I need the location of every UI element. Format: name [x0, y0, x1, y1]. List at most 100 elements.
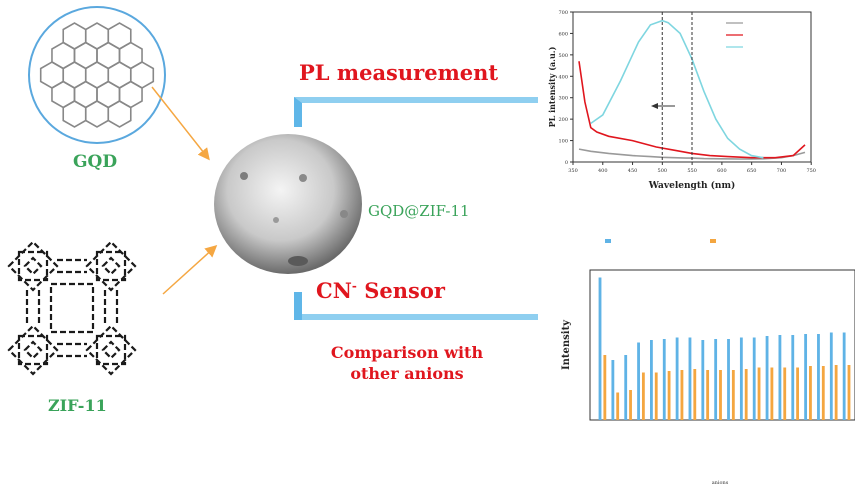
pl-ytick-label: 600	[558, 31, 568, 37]
bar-series-2	[693, 369, 697, 420]
anion-bar-chart: Intensity anions	[561, 239, 855, 486]
composite-label: GQD@ZIF-11	[368, 202, 470, 220]
pl-xtick-label: 500	[658, 168, 668, 174]
composite-sphere	[214, 134, 362, 274]
gqd-structure	[28, 6, 166, 144]
gqd-label: GQD	[73, 152, 118, 172]
zif11-label: ZIF-11	[48, 396, 107, 415]
zif-cage-inner	[23, 340, 43, 360]
zif-cage-inner	[23, 256, 43, 276]
zif-cage	[85, 324, 137, 376]
bar-series-2	[834, 365, 838, 420]
bar-series-1	[675, 337, 679, 420]
bar-series-1	[649, 340, 653, 420]
bar-y-axis-label: Intensity	[561, 319, 572, 370]
bar-series-2	[809, 366, 812, 420]
pl-measurement-title: PL measurement	[299, 60, 499, 85]
bar-series-1	[611, 360, 615, 420]
bar-series-2	[757, 367, 761, 420]
bar-series-1	[701, 340, 705, 420]
zif-cage-square	[95, 334, 127, 366]
bar-series-2	[616, 392, 620, 420]
pl-ytick-label: 700	[558, 10, 568, 16]
bar-series-2	[641, 372, 645, 420]
pl-xtick-label: 650	[747, 168, 757, 174]
pl-xtick-label: 350	[568, 168, 578, 174]
pl-spectrum-chart: 0 100 200 300 400 500 600 700 350 400 450 500 550 600…	[547, 10, 816, 191]
pl-xtick-label: 750	[806, 168, 816, 174]
bar-series-1	[727, 339, 730, 420]
bar-series-1	[829, 332, 833, 420]
cn-sensor-title: CN- Sensor	[316, 278, 445, 303]
zif-cage	[85, 240, 137, 292]
pl-xtick-label: 450	[628, 168, 638, 174]
bar-series-2	[796, 367, 800, 420]
bar-series-2	[654, 372, 658, 420]
pl-xtick-label: 400	[598, 168, 608, 174]
bar-series-1	[598, 277, 602, 420]
bar-series-1	[662, 339, 666, 420]
pl-series-line-2	[590, 19, 764, 159]
bar-series-1	[688, 337, 692, 420]
zif-cage-inner	[101, 256, 121, 276]
comparison-line-2: other anions	[350, 364, 464, 383]
cn-sup: -	[351, 279, 357, 293]
bar-series-1	[791, 335, 795, 420]
bar-series-2	[629, 390, 632, 420]
pl-blue-arrow	[294, 97, 538, 127]
arrow-gqd-to-composite	[151, 86, 210, 161]
zif-center-pore	[49, 282, 95, 334]
bar-series-2	[603, 355, 607, 420]
pl-legend	[726, 22, 743, 48]
pl-ytick-label: 300	[558, 96, 568, 102]
pl-shift-arrowhead	[651, 103, 658, 109]
hexagon-ring	[107, 100, 132, 128]
pl-x-axis-label: Wavelength (nm)	[648, 180, 736, 191]
pl-xtick-label: 600	[717, 168, 727, 174]
bar-series-2	[706, 370, 710, 420]
bar-series-1	[817, 334, 820, 420]
zif-cage-square	[95, 250, 127, 282]
arrow-zif-to-composite	[162, 244, 218, 295]
pl-xtick-label: 550	[687, 168, 697, 174]
zif-cage-inner	[101, 340, 121, 360]
bar-series-1	[778, 335, 782, 420]
bar-series-2	[731, 370, 735, 420]
bar-series-2	[847, 365, 851, 420]
bar-series-2	[770, 367, 774, 420]
pl-ytick-label: 200	[558, 117, 568, 123]
zif-cage-square	[17, 250, 49, 282]
comparison-line-1: Comparison with	[330, 343, 484, 362]
cn-prefix: CN	[316, 278, 352, 303]
bar-series-1	[714, 339, 718, 420]
pl-series-line-1	[578, 61, 806, 159]
bar-series-2	[744, 369, 748, 420]
pl-ytick-label: 0	[565, 160, 568, 166]
pl-ytick-label: 100	[558, 139, 568, 145]
bar-series-2	[783, 367, 787, 420]
bar-series-1	[804, 334, 808, 420]
bar-series-1	[637, 342, 640, 420]
bar-series-1	[842, 332, 846, 420]
bar-series-1	[624, 355, 628, 420]
bar-series-2	[719, 370, 722, 420]
bar-series-1	[739, 337, 743, 420]
bar-series-1	[765, 336, 769, 420]
pl-xtick-label: 700	[777, 168, 787, 174]
bar-series-2	[680, 370, 684, 420]
zif11-structure	[7, 240, 137, 376]
zif-cage	[7, 324, 59, 376]
bar-x-axis-label: anions	[712, 480, 729, 486]
pl-y-axis-label: PL intensity (a.u.)	[547, 46, 557, 127]
comparison-subtitle: Comparison with other anions	[312, 342, 502, 384]
cn-blue-arrow	[294, 292, 538, 320]
zif-cage	[7, 240, 59, 292]
bar-legend	[605, 239, 716, 243]
bar-series-1	[752, 337, 756, 420]
bar-series-2	[667, 371, 671, 420]
pl-ytick-label: 500	[558, 53, 568, 59]
zif-cage-square	[17, 334, 49, 366]
pl-ytick-label: 400	[558, 74, 568, 80]
cn-suffix: Sensor	[356, 278, 445, 303]
